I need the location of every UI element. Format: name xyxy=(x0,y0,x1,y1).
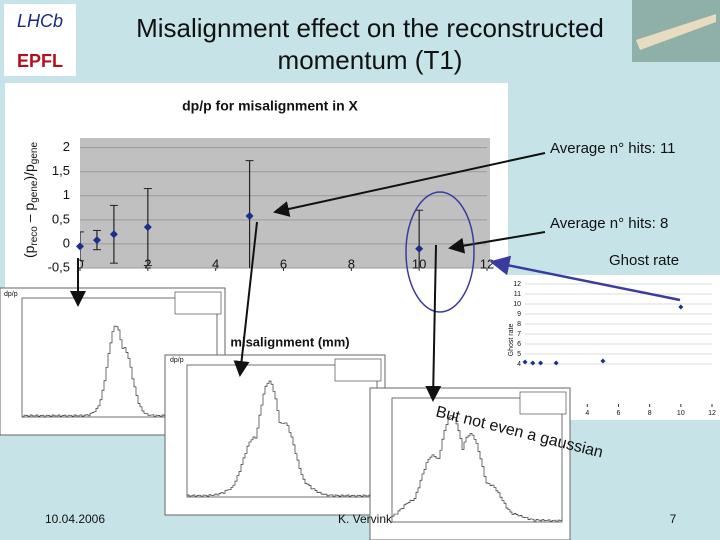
arrow xyxy=(233,221,258,377)
histogram-frame xyxy=(391,397,563,523)
annotation: Ghost rate xyxy=(609,252,679,269)
x-axis-label: misalignment (mm) xyxy=(230,334,349,349)
y-label-part: reco xyxy=(29,226,40,246)
data-point xyxy=(245,212,254,220)
data-point xyxy=(76,242,84,251)
slide-title: Misalignment effect on the reconstructed… xyxy=(136,13,604,75)
y-tick-label: 12 xyxy=(513,281,521,288)
data-point xyxy=(538,360,544,366)
y-label-part: – p xyxy=(21,203,37,227)
stats-box xyxy=(174,291,222,315)
y-label-part: gene xyxy=(29,180,40,203)
arrow xyxy=(489,255,681,302)
x-tick-label: 6 xyxy=(617,410,621,417)
detector-shape xyxy=(636,14,716,50)
x-tick-label: 6 xyxy=(280,256,287,271)
plot-area xyxy=(80,138,490,268)
y-tick-label: 11 xyxy=(514,291,521,298)
histogram-inset xyxy=(164,354,386,516)
data-point xyxy=(678,304,684,310)
x-tick-label: 4 xyxy=(212,256,219,271)
data-point xyxy=(143,223,152,232)
arrow xyxy=(273,152,546,217)
chart-title: dp/p for misalignment in X xyxy=(182,98,358,114)
y-tick-label: 2 xyxy=(63,139,70,154)
y-axis-label: (preco – pgene)/pgene xyxy=(21,142,40,259)
logo-box xyxy=(4,4,76,76)
y-label-part: )/p xyxy=(21,164,37,181)
data-point xyxy=(553,360,559,366)
arrow xyxy=(448,231,546,254)
y-tick-label: 0,5 xyxy=(52,211,70,226)
highlight-ellipse xyxy=(405,191,475,313)
data-point xyxy=(530,360,536,366)
footer-date: 10.04.2006 xyxy=(45,512,105,526)
y-tick-label: 7 xyxy=(517,331,521,338)
x-tick-label: 10 xyxy=(677,410,685,417)
x-tick-label: 8 xyxy=(648,410,652,417)
x-tick-label: 0 xyxy=(76,256,83,271)
x-tick-label: 4 xyxy=(585,410,589,417)
histogram-shape xyxy=(187,380,377,498)
x-tick-label: 12 xyxy=(480,256,494,271)
y-tick-label: 0 xyxy=(63,235,70,250)
y-axis-label: Ghost rate xyxy=(508,324,515,357)
histogram-shape xyxy=(392,415,562,523)
data-point xyxy=(109,230,118,239)
arrow xyxy=(425,244,442,402)
stats-box xyxy=(519,391,567,415)
stats-box xyxy=(334,358,382,382)
annotation: Average n° hits: 8 xyxy=(550,215,668,232)
x-tick-label: 12 xyxy=(708,410,716,417)
x-tick-label: 8 xyxy=(348,256,355,271)
y-label-part: gene xyxy=(29,142,40,165)
y-tick-label: 1 xyxy=(63,187,70,202)
logo-lhcb: LHCb xyxy=(17,11,63,31)
y-tick-label: 4 xyxy=(517,361,521,368)
y-tick-label: 8 xyxy=(517,321,521,328)
y-tick-label: -0,5 xyxy=(48,259,70,274)
footer-page: 7 xyxy=(670,512,677,526)
y-tick-label: 1,5 xyxy=(52,163,70,178)
y-tick-label: 10 xyxy=(513,301,521,308)
data-point xyxy=(415,244,424,253)
inset-label: dp/p xyxy=(4,291,18,298)
y-label-part: (p xyxy=(21,245,37,258)
data-point xyxy=(522,359,528,365)
annotation: Average n° hits: 11 xyxy=(550,140,676,157)
data-point xyxy=(92,236,101,245)
inset-label: dp/p xyxy=(170,357,184,364)
data-point xyxy=(600,358,606,364)
logo-epfl: EPFL xyxy=(17,51,63,71)
footer-author: K. Vervink xyxy=(338,512,393,526)
y-tick-label: 6 xyxy=(517,341,521,348)
y-tick-label: 9 xyxy=(517,311,521,318)
y-tick-label: 5 xyxy=(517,351,521,358)
